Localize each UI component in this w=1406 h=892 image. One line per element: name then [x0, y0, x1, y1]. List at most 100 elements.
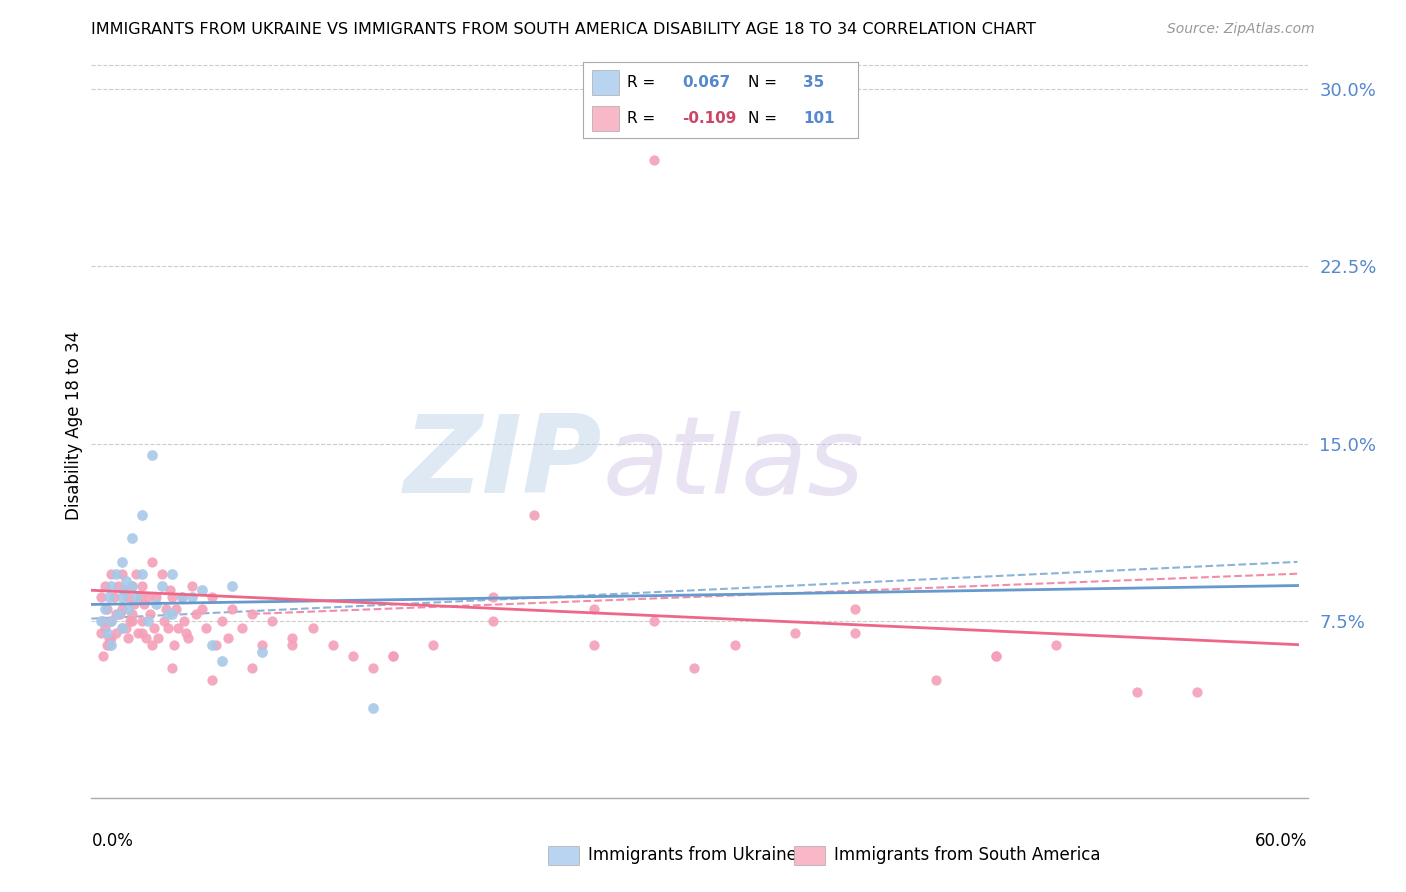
- Point: [240, 661, 263, 675]
- Point: [110, 602, 132, 616]
- Point: [201, 638, 224, 652]
- Point: [100, 638, 122, 652]
- Point: [322, 638, 344, 652]
- Point: [131, 625, 153, 640]
- Point: [159, 583, 181, 598]
- Point: [191, 602, 214, 616]
- Point: [217, 631, 239, 645]
- Point: [136, 591, 159, 605]
- Point: [104, 607, 127, 621]
- Point: [844, 625, 866, 640]
- Point: [150, 566, 173, 581]
- Point: [100, 631, 122, 645]
- Point: [180, 578, 202, 592]
- Point: [104, 566, 127, 581]
- Point: [93, 649, 115, 664]
- Point: [184, 607, 207, 621]
- Point: [128, 591, 150, 605]
- Point: [582, 638, 605, 652]
- FancyBboxPatch shape: [592, 70, 619, 95]
- Point: [643, 614, 665, 628]
- Point: [152, 614, 174, 628]
- Point: [262, 614, 284, 628]
- Text: 101: 101: [803, 111, 834, 126]
- Point: [361, 701, 384, 715]
- Point: [281, 631, 304, 645]
- Point: [984, 649, 1007, 664]
- Text: N =: N =: [748, 75, 778, 90]
- Point: [145, 598, 167, 612]
- Point: [150, 578, 173, 592]
- Text: atlas: atlas: [602, 410, 865, 516]
- Point: [132, 598, 155, 612]
- Point: [122, 598, 145, 612]
- Point: [252, 645, 274, 659]
- Text: ZIP: ZIP: [404, 410, 602, 516]
- Point: [180, 591, 202, 605]
- Point: [96, 625, 118, 640]
- Point: [194, 621, 217, 635]
- Point: [984, 649, 1007, 664]
- Point: [100, 578, 122, 592]
- Point: [582, 602, 605, 616]
- Point: [98, 638, 121, 652]
- Point: [160, 661, 183, 675]
- Point: [201, 673, 224, 687]
- Point: [117, 602, 139, 616]
- Point: [112, 583, 135, 598]
- Point: [381, 649, 404, 664]
- Point: [131, 614, 153, 628]
- Point: [231, 621, 253, 635]
- Point: [90, 591, 112, 605]
- Point: [523, 508, 546, 522]
- Point: [110, 621, 132, 635]
- Point: [422, 638, 444, 652]
- Point: [155, 602, 177, 616]
- Text: 60.0%: 60.0%: [1256, 832, 1308, 850]
- Point: [107, 607, 129, 621]
- Point: [191, 583, 214, 598]
- Point: [100, 614, 122, 628]
- Point: [342, 649, 364, 664]
- Text: 0.0%: 0.0%: [91, 832, 134, 850]
- Point: [135, 631, 157, 645]
- Point: [117, 631, 139, 645]
- Point: [90, 625, 112, 640]
- Point: [107, 578, 129, 592]
- Text: Immigrants from South America: Immigrants from South America: [834, 847, 1101, 864]
- Point: [783, 625, 806, 640]
- Point: [221, 578, 243, 592]
- Point: [211, 614, 233, 628]
- Point: [141, 449, 163, 463]
- Point: [165, 602, 187, 616]
- Point: [100, 566, 122, 581]
- Point: [124, 566, 146, 581]
- Point: [94, 602, 117, 616]
- Point: [240, 607, 263, 621]
- Point: [110, 566, 132, 581]
- Point: [124, 591, 146, 605]
- Point: [127, 625, 149, 640]
- Point: [121, 614, 143, 628]
- Point: [112, 583, 135, 598]
- Point: [156, 607, 179, 621]
- Point: [844, 602, 866, 616]
- Text: -0.109: -0.109: [682, 111, 737, 126]
- Point: [103, 591, 125, 605]
- Point: [121, 578, 143, 592]
- Point: [252, 638, 274, 652]
- Point: [110, 591, 132, 605]
- Text: N =: N =: [748, 111, 778, 126]
- Point: [643, 153, 665, 167]
- Point: [121, 578, 143, 592]
- Text: 0.067: 0.067: [682, 75, 731, 90]
- Point: [170, 591, 193, 605]
- Point: [381, 649, 404, 664]
- Point: [683, 661, 706, 675]
- Point: [131, 508, 153, 522]
- Point: [94, 578, 117, 592]
- Text: 35: 35: [803, 75, 824, 90]
- Point: [110, 555, 132, 569]
- Text: R =: R =: [627, 111, 655, 126]
- Point: [160, 591, 183, 605]
